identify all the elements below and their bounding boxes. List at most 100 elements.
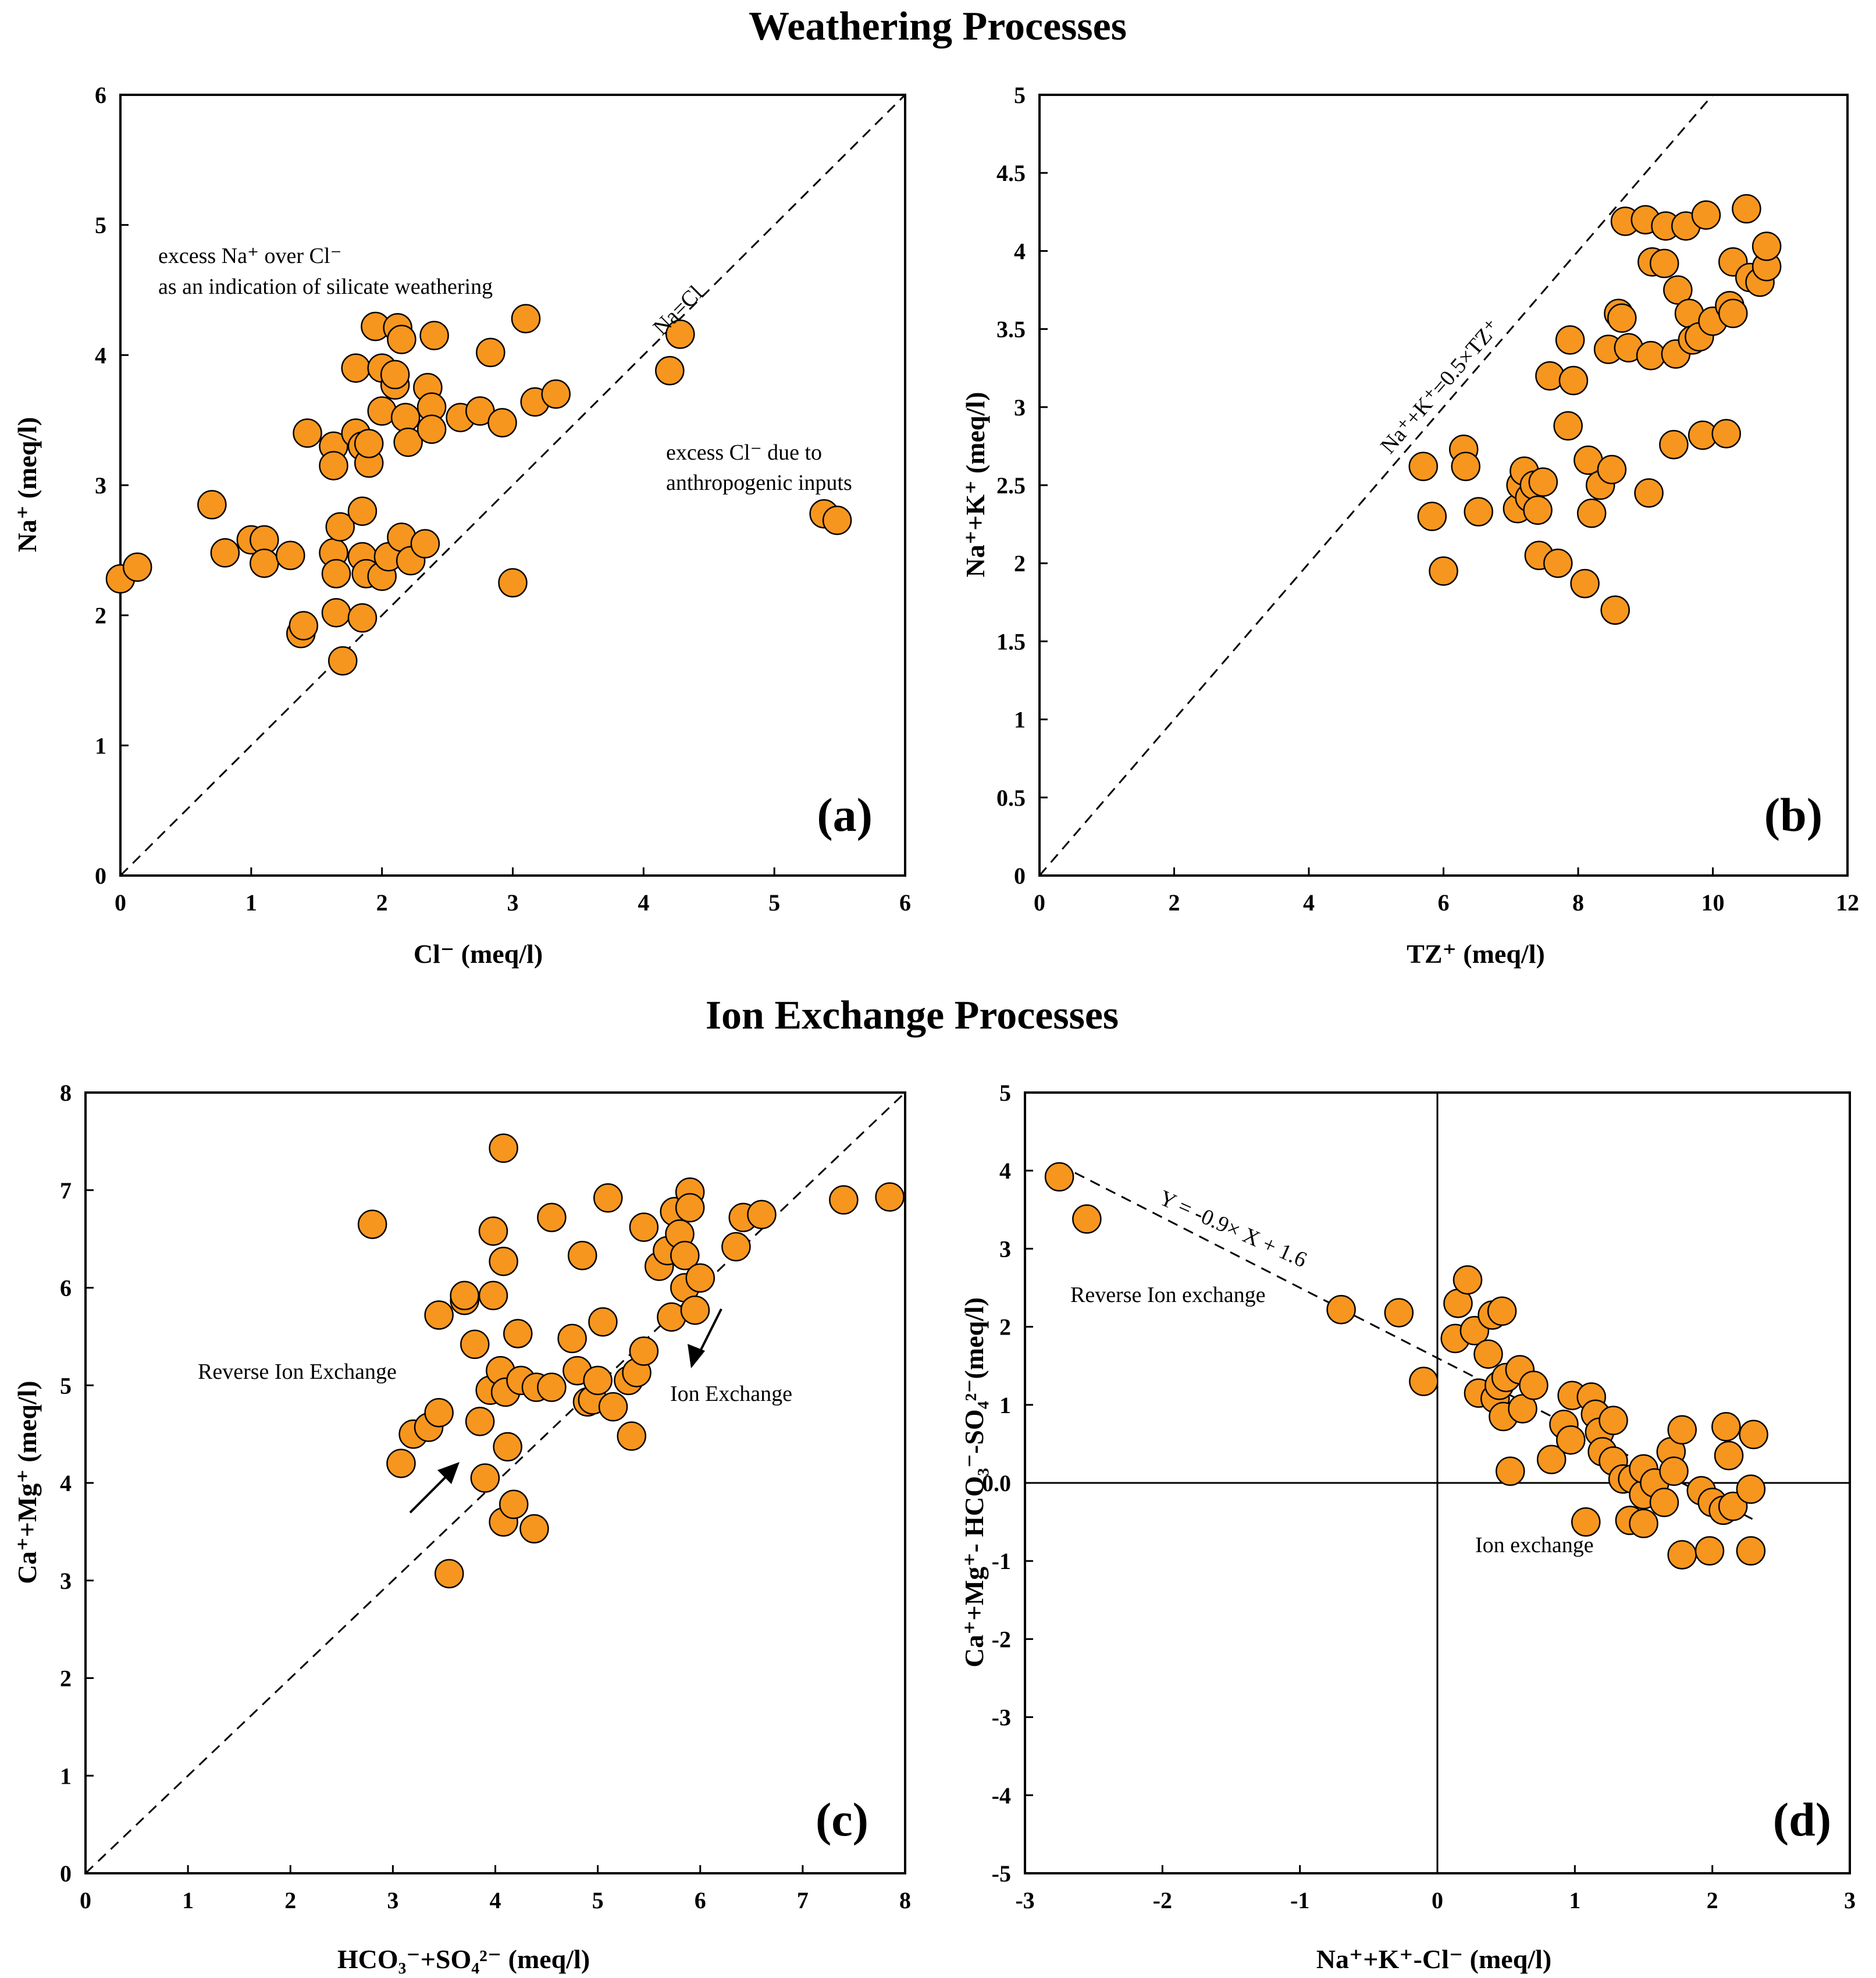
panel-d-y-tick-label: -4: [992, 1783, 1011, 1809]
panel-a-ticks: 0 1 2 3 4 5 6 0 1 2 3 4 5 6: [95, 82, 911, 916]
panel-b-x-tick-label: 10: [1701, 890, 1725, 916]
panel-c-data-point: [503, 1319, 533, 1349]
panel-b-x-tick-label: 6: [1438, 890, 1450, 916]
panel-c-data-point: [465, 1407, 495, 1436]
panel-a-y-tick-label: 3: [95, 472, 106, 499]
panel-b-data-point: [1576, 499, 1607, 528]
panel-b-data-point: [1429, 556, 1458, 586]
panel-a-reference-line: [119, 94, 906, 877]
panel-c-y-tick-label: 1: [60, 1763, 72, 1789]
panel-a-data-point: [511, 304, 541, 333]
panel-d-points: [1044, 1162, 1768, 1570]
section-title-ion-exchange: Ion Exchange Processes: [706, 993, 1119, 1038]
panel-b-x-axis-label: TZ⁺ (meq/l): [1407, 939, 1545, 969]
panel-d-data-point: [1044, 1162, 1074, 1192]
panel-c-y-tick-label: 3: [60, 1568, 72, 1594]
panel-b-y-tick-label: 3.5: [996, 316, 1026, 343]
panel-a-annotation-excess-na: excess Na⁺ over Cl⁻: [158, 244, 342, 268]
panel-a-x-tick-label: 6: [899, 890, 911, 916]
panel-a-data-point: [328, 646, 358, 676]
chart-panel-a: 0 1 2 3 4 5 6 0 1 2 3 4 5 6 excess Na⁺ over Cl⁻ as an…: [12, 82, 911, 969]
panel-d-data-point: [1659, 1456, 1689, 1486]
panel-c-data-point: [478, 1216, 508, 1246]
panel-b-data-point: [1659, 429, 1689, 460]
panel-c-x-tick-label: 3: [387, 1887, 398, 1913]
panel-c-data-point: [493, 1432, 522, 1462]
panel-c-y-tick-label: 6: [60, 1275, 72, 1301]
panel-a-data-point: [822, 506, 852, 535]
panel-c-annotation-reverse: Reverse Ion Exchange: [198, 1360, 397, 1384]
panel-c-data-point: [424, 1300, 454, 1330]
panel-d-data-point: [1649, 1488, 1679, 1517]
panel-a-data-point: [122, 552, 152, 582]
panel-a-x-tick-label: 1: [245, 890, 257, 916]
panel-a-data-point: [197, 490, 227, 520]
section-title-weathering: Weathering Processes: [749, 4, 1127, 49]
panel-d-annotation-ion-exchange: Ion exchange: [1475, 1533, 1594, 1557]
panel-a-y-axis-label: Na⁺ (meq/l): [12, 417, 42, 553]
panel-c-arrow-ion-exchange-head: [688, 1344, 705, 1368]
panel-c-y-tick-label: 2: [60, 1666, 72, 1692]
panel-c-x-tick-label: 1: [182, 1887, 194, 1913]
panel-a-points: [105, 304, 852, 676]
panel-c-data-point: [685, 1263, 715, 1293]
panel-b-data-point: [1597, 454, 1627, 485]
panel-b-data-point: [1553, 411, 1583, 441]
panel-d-data-point: [1736, 1536, 1766, 1566]
panel-b-data-point: [1752, 232, 1782, 261]
panel-c-x-tick-label: 6: [695, 1887, 706, 1913]
panel-c-x-tick-label: 0: [80, 1887, 91, 1913]
panel-d-data-point: [1555, 1425, 1586, 1455]
panel-c-arrow-reverse-head: [437, 1462, 460, 1484]
panel-b-data-point: [1570, 568, 1600, 599]
panel-c-data-point: [434, 1559, 464, 1589]
panel-d-data-point: [1599, 1406, 1628, 1435]
panel-c-data-point: [670, 1240, 700, 1271]
panel-b-reference-line: [1038, 94, 1714, 876]
panel-d-data-point: [1718, 1492, 1748, 1521]
panel-a-y-tick-label: 2: [95, 603, 106, 629]
panel-b-data-point: [1649, 248, 1679, 279]
panel-b-data-point: [1523, 495, 1553, 525]
panel-b-x-tick-label: 2: [1169, 890, 1180, 916]
panel-c-data-point: [680, 1295, 710, 1325]
panel-a-data-point: [293, 418, 322, 448]
panel-d-data-point: [1711, 1412, 1741, 1442]
panel-c-data-point: [629, 1336, 659, 1366]
panel-a-data-point: [250, 548, 279, 578]
panel-c-x-axis-label: HCO₃⁻+SO₄²⁻ (meq/l): [337, 1944, 590, 1974]
panel-d-annotation-reverse: Reverse Ion exchange: [1070, 1283, 1266, 1307]
panel-b-data-point: [1634, 478, 1664, 508]
panel-c-data-point: [567, 1240, 597, 1271]
panel-a-data-point: [321, 597, 351, 628]
panel-c-letter: (c): [816, 1793, 868, 1846]
panel-d-y-tick-label: 4: [999, 1158, 1011, 1184]
panel-c-data-point: [450, 1280, 479, 1311]
panel-a-data-point: [665, 319, 695, 349]
panel-b-y-tick-label: 2: [1014, 550, 1026, 577]
panel-c-y-tick-label: 0: [60, 1860, 72, 1887]
panel-b-y-tick-label: 1: [1014, 707, 1026, 733]
panel-d-x-tick-label: 0: [1432, 1887, 1443, 1913]
panel-a-x-tick-label: 4: [638, 890, 649, 916]
panel-a-data-point: [387, 325, 417, 354]
panel-a-data-point: [321, 558, 351, 589]
panel-a-data-point: [276, 540, 305, 571]
panel-d-y-tick-label: 2: [999, 1314, 1011, 1340]
panel-c-ticks: 0 1 2 3 4 5 6 7 8 0 1 2 3 4 5 6 7 8: [60, 1080, 911, 1913]
panel-a-data-point: [210, 538, 240, 568]
panel-c-x-tick-label: 2: [284, 1887, 296, 1913]
panel-a-y-tick-label: 4: [95, 342, 106, 368]
panel-c-data-point: [460, 1329, 490, 1360]
panel-a-x-tick-label: 0: [115, 890, 126, 916]
panel-c-data-point: [747, 1200, 777, 1229]
panel-c-arrow-ion-exchange-shaft: [697, 1308, 722, 1356]
panel-a-data-point: [354, 429, 384, 458]
panel-c-data-point: [537, 1203, 567, 1232]
panel-b-data-point: [1600, 595, 1630, 625]
panel-b-points: [1408, 194, 1782, 625]
panel-c-x-tick-label: 8: [899, 1887, 911, 1913]
panel-b-data-point: [1711, 419, 1741, 449]
panel-b-data-point: [1451, 451, 1480, 482]
